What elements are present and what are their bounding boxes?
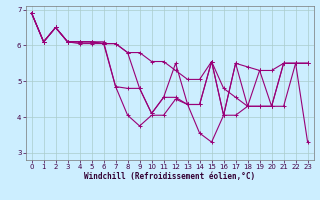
X-axis label: Windchill (Refroidissement éolien,°C): Windchill (Refroidissement éolien,°C) [84, 172, 255, 181]
